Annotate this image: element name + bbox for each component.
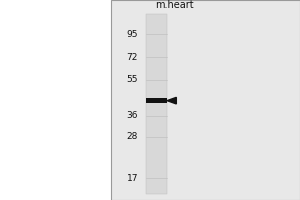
Bar — [146, 98, 167, 103]
Text: m.heart: m.heart — [155, 0, 193, 10]
Text: 95: 95 — [127, 30, 138, 39]
Bar — [146, 14, 167, 194]
Text: 72: 72 — [127, 53, 138, 62]
Text: 36: 36 — [127, 111, 138, 120]
Text: 17: 17 — [127, 174, 138, 183]
Bar — [111, 0, 300, 200]
Text: 55: 55 — [127, 75, 138, 84]
Text: 28: 28 — [127, 132, 138, 141]
Polygon shape — [167, 97, 176, 104]
